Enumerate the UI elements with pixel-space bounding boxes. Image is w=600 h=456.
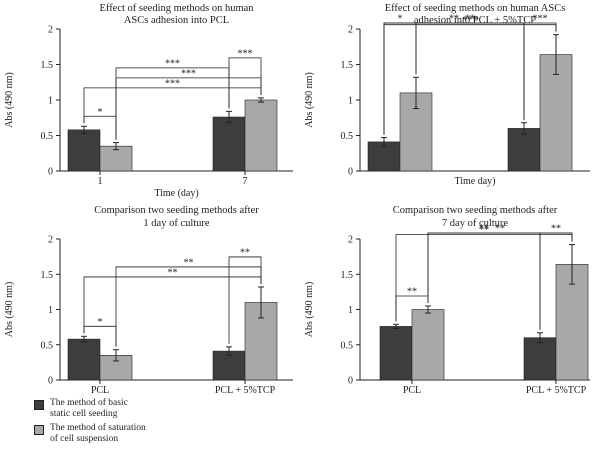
legend-label-basic: The method of basic static cell seeding — [50, 398, 128, 419]
significance-bracket — [427, 232, 573, 303]
y-tick-label: 0.5 — [341, 131, 354, 142]
y-tick-label: 0.5 — [41, 340, 54, 351]
significance-label: *** — [533, 14, 548, 25]
significance-bracket — [395, 234, 573, 322]
legend-item-saturation: The method of saturation of cell suspens… — [34, 423, 274, 445]
significance-label: * — [98, 107, 103, 118]
chart-title: Effect of seeding methods on human ASCs — [385, 3, 566, 14]
significance-label: ** — [168, 267, 178, 278]
y-tick-label: 2 — [348, 25, 353, 36]
legend-swatch-basic — [34, 400, 44, 410]
significance-label: *** — [165, 58, 180, 69]
significance-label: ** — [240, 247, 250, 258]
y-tick-label: 1 — [348, 305, 353, 316]
chart-title: ASCs adhesion into PCL — [124, 15, 229, 26]
y-tick-label: 0 — [348, 167, 353, 178]
y-tick-label: 2 — [48, 235, 53, 246]
significance-label: ** — [495, 224, 505, 235]
chart-title: Comparison two seeding methods after — [393, 205, 558, 216]
chart-panel-3: Comparison two seeding methods after 1 da… — [4, 205, 293, 396]
significance-label: ** — [465, 14, 475, 25]
significance-label: *** — [165, 78, 180, 89]
significance-label: *** — [181, 68, 196, 79]
significance-bracket — [427, 232, 541, 330]
chart-panel-4: Comparison two seeding methods after 7 da… — [304, 205, 590, 396]
bar — [379, 326, 413, 381]
y-axis-label: Abs (490 nm) — [4, 72, 15, 128]
bar — [212, 350, 246, 381]
x-axis-label: Time (day) — [154, 188, 198, 199]
y-axis-label: Abs (490 nm) — [304, 72, 315, 128]
y-axis-label: Abs (490 nm) — [304, 282, 315, 338]
y-tick-label: 1 — [48, 96, 53, 107]
significance-bracket — [228, 57, 262, 109]
chart-title: 7 day of culture — [442, 218, 509, 229]
bar — [67, 338, 101, 381]
significance-bracket — [523, 22, 557, 120]
significance-label: ** — [479, 225, 489, 236]
y-tick-label: 1.5 — [341, 60, 354, 71]
y-axis-label: Abs (490 nm) — [4, 282, 15, 338]
chart-title: Effect of seeding methods on human — [99, 3, 254, 14]
legend-label-saturation: The method of saturation of cell suspens… — [50, 423, 146, 444]
y-tick-label: 1.5 — [41, 270, 54, 281]
chart-title: 1 day of culture — [143, 218, 210, 229]
significance-label: ** — [184, 257, 194, 268]
bar — [411, 309, 445, 381]
significance-label: ** — [407, 286, 417, 297]
significance-label: *** — [238, 48, 253, 59]
significance-bracket — [83, 276, 262, 334]
bar — [507, 128, 541, 172]
y-tick-label: 2 — [348, 235, 353, 246]
y-tick-label: 0.5 — [341, 340, 354, 351]
x-tick-label: PCL — [403, 385, 421, 396]
significance-bracket — [539, 232, 573, 330]
significance-label: ** — [479, 224, 489, 235]
bar — [99, 145, 133, 172]
x-tick-label: 1 — [98, 176, 103, 187]
x-tick-label: 7 — [243, 176, 248, 187]
significance-label: * — [398, 14, 403, 25]
bar — [367, 141, 401, 172]
legend-item-basic: The method of basic static cell seeding — [34, 398, 274, 420]
legend-swatch-saturation — [34, 425, 44, 435]
y-tick-label: 0 — [348, 376, 353, 387]
y-tick-label: 0.5 — [41, 131, 54, 142]
significance-bracket — [115, 266, 262, 347]
y-tick-label: 1.5 — [341, 270, 354, 281]
x-axis-label: Time day) — [454, 176, 495, 187]
x-tick-label: PCL — [91, 385, 109, 396]
y-tick-label: 0 — [48, 167, 53, 178]
chart-title: Comparison two seeding methods after — [94, 205, 259, 216]
y-tick-label: 2 — [48, 25, 53, 36]
chart-panel-2: Effect of seeding methods on human ASCsa… — [304, 3, 590, 187]
x-tick-label: PCL + 5%TCP — [526, 385, 587, 396]
x-tick-label: PCL + 5%TCP — [215, 385, 276, 396]
significance-label: ** — [449, 14, 459, 25]
bar — [67, 129, 101, 172]
chart-title: adhesion into PCL + 5%TCP — [414, 15, 536, 26]
significance-label: ** — [551, 224, 561, 235]
y-tick-label: 1 — [48, 305, 53, 316]
significance-label: *** — [463, 15, 478, 26]
significance-label: * — [98, 317, 103, 328]
legend: The method of basic static cell seeding … — [34, 398, 274, 448]
bar — [523, 337, 557, 381]
y-tick-label: 1 — [348, 96, 353, 107]
y-tick-label: 0 — [48, 376, 53, 387]
bar — [212, 116, 246, 172]
significance-bracket — [228, 256, 262, 344]
bar — [244, 99, 278, 172]
y-tick-label: 1.5 — [41, 60, 54, 71]
